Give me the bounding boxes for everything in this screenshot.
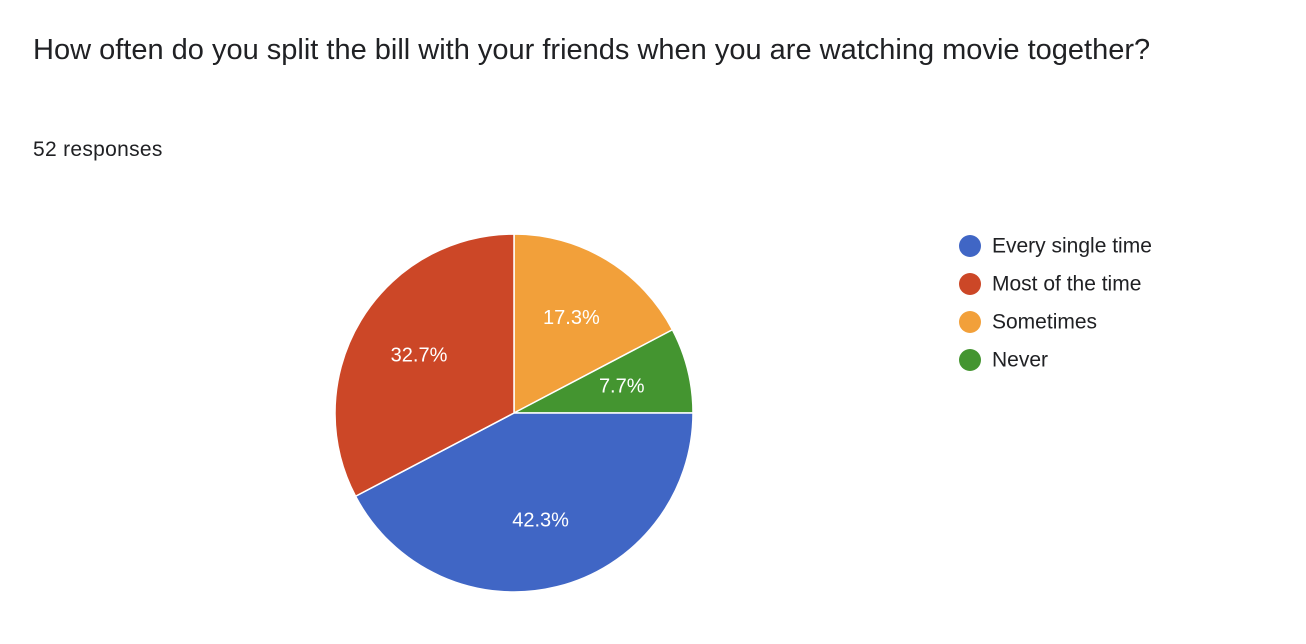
question-title: How often do you split the bill with you…: [33, 34, 1151, 66]
legend-swatch: [959, 311, 981, 333]
pie-slices: [334, 233, 694, 593]
response-count: 52 responses: [33, 138, 163, 161]
legend-label: Every single time: [992, 235, 1152, 258]
pie-slice-sometimes: [513, 233, 674, 415]
pie-slice-label: 7.7%: [599, 375, 645, 397]
legend-label: Most of the time: [992, 273, 1141, 296]
pie-slice-every-single-time: [354, 412, 694, 593]
pie-slice-label: 32.7%: [391, 345, 448, 367]
pie-slice-labels: 17.3% 7.7% 42.3% 32.7%: [391, 307, 645, 532]
legend-label: Sometimes: [992, 311, 1097, 334]
chart-legend: Every single time Most of the time Sometim…: [959, 235, 1152, 372]
pie-slice-label: 17.3%: [543, 307, 600, 329]
legend-swatch: [959, 273, 981, 295]
pie-slice-most-of-the-time: [334, 233, 515, 498]
legend-swatch: [959, 235, 981, 257]
legend-swatch: [959, 349, 981, 371]
pie-slice-label: 42.3%: [512, 510, 569, 532]
legend-label: Never: [992, 349, 1048, 372]
